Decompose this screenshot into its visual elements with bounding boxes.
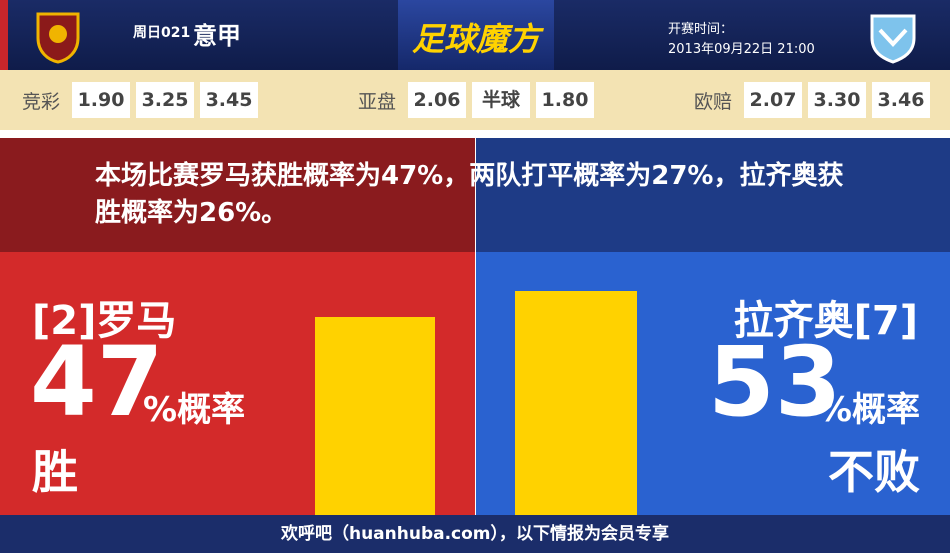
- odds-value: 3.46: [871, 82, 930, 118]
- bar: [315, 316, 435, 515]
- outcome: 胜: [32, 445, 78, 499]
- brand-box: [398, 0, 554, 70]
- brand: 足球魔方: [411, 20, 540, 58]
- home-logo: [36, 12, 80, 64]
- percent-unit: %概率: [817, 390, 920, 430]
- league: 意甲: [193, 22, 241, 50]
- summary-right-bg: [476, 138, 950, 252]
- percent-unit: %概率: [143, 390, 246, 430]
- summary-left-bg: [0, 138, 475, 252]
- odds-value: 1.90: [72, 82, 131, 118]
- outcome: 不败: [828, 445, 920, 499]
- summary: 本场比赛罗马获胜概率为47%，两队打平概率为27%，拉齐奥获胜概率为26%。: [95, 161, 844, 228]
- odds-group: 亚盘 2.06 半球 1.80: [358, 82, 594, 118]
- odds-label: 亚盘: [357, 90, 396, 113]
- odds-value: 3.30: [807, 82, 866, 118]
- match-time: 2013年09月22日 21:00: [668, 42, 815, 57]
- percent: 47: [30, 326, 164, 438]
- match-no: 周日021: [133, 25, 191, 41]
- odds-value: 2.06: [408, 82, 466, 118]
- percent: 53: [708, 326, 842, 438]
- odds-label: 竞彩: [22, 90, 61, 113]
- odds-value: 2.07: [743, 82, 802, 118]
- odds-value: 半球: [472, 82, 530, 118]
- odds-row: 竞彩 1.90 3.25 3.45 亚盘 2.06 半球 1.80 欧赔 2.07 3.30 3.46: [0, 70, 950, 130]
- odds-value: 3.25: [136, 82, 195, 118]
- team-name: 拉齐奥[7]: [733, 298, 918, 344]
- odds-value: 3.45: [200, 82, 259, 118]
- odds-group: 欧赔 2.07 3.30 3.46: [694, 82, 930, 118]
- bar: [515, 291, 637, 515]
- time-label: 开赛时间：: [668, 22, 734, 37]
- footer: 欢呼吧（huanhuba.com），以下情报为会员专享: [0, 515, 950, 553]
- odds-value: 1.80: [536, 82, 594, 118]
- odds-label: 欧赔: [693, 90, 732, 113]
- odds-group: 竞彩 1.90 3.25 3.45: [22, 82, 259, 118]
- away-logo: [870, 14, 916, 64]
- team-name: [2]罗马: [32, 298, 177, 344]
